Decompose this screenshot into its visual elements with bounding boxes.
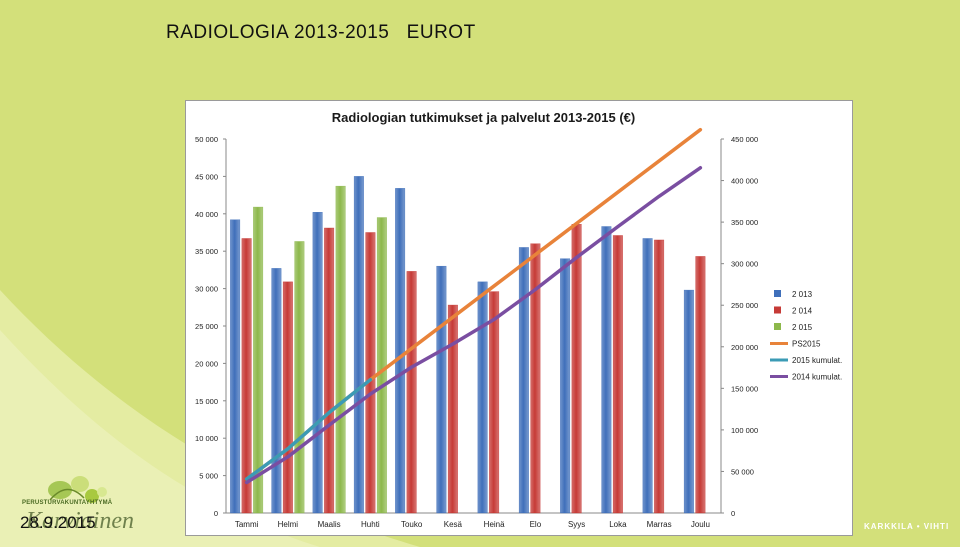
bar-2013-Maalis	[312, 212, 323, 514]
x-tick-label: Helmi	[278, 520, 299, 529]
bar-2013-Huhti	[353, 176, 364, 514]
bar-2013-Syys	[560, 258, 571, 514]
bar-2013-Elo	[518, 247, 529, 514]
bar-2015-Huhti	[376, 217, 387, 514]
y-left-tick-label: 0	[214, 509, 218, 518]
slide-title: RADIOLOGIA 2013-2015 EUROT	[166, 22, 476, 43]
y-right-tick-label: 50 000	[731, 467, 754, 476]
x-tick-label: Touko	[401, 520, 423, 529]
bar-2014-Maalis	[324, 227, 335, 514]
bar-2014-Elo	[530, 243, 541, 514]
slide-date: 28.9.2015	[20, 513, 96, 532]
y-right-tick-label: 450 000	[731, 135, 758, 144]
y-right-tick-label: 250 000	[731, 301, 758, 310]
bar-2014-Tammi	[241, 238, 252, 514]
y-left-tick-label: 35 000	[195, 247, 218, 256]
y-right-tick-label: 350 000	[731, 218, 758, 227]
y-left-tick-label: 5 000	[199, 472, 218, 481]
bar-2014-Joulu	[695, 256, 706, 514]
y-right-tick-label: 100 000	[731, 426, 758, 435]
bar-2013-Marras	[642, 238, 653, 514]
y-left-tick-label: 15 000	[195, 397, 218, 406]
legend-label: PS2015	[792, 340, 821, 349]
bar-2014-Touko	[406, 271, 417, 514]
bar-2014-Helmi	[282, 281, 293, 514]
legend-label: 2015 kumulat.	[792, 356, 842, 365]
bar-2013-Touko	[395, 188, 406, 514]
bar-2015-Tammi	[253, 206, 264, 514]
bar-2014-Syys	[571, 224, 582, 514]
legend-label: 2 013	[792, 290, 813, 299]
bar-2014-Kesä	[447, 304, 458, 514]
bar-2014-Marras	[654, 239, 665, 514]
legend-swatch	[774, 306, 781, 314]
y-left-tick-label: 40 000	[195, 210, 218, 219]
bar-2015-Helmi	[294, 241, 305, 514]
y-left-tick-label: 20 000	[195, 359, 218, 368]
bar-2014-Heinä	[489, 291, 500, 514]
x-tick-label: Marras	[647, 520, 672, 529]
x-tick-label: Heinä	[484, 520, 505, 529]
combo-chart: Radiologian tutkimukset ja palvelut 2013…	[195, 110, 842, 529]
bar-2013-Helmi	[271, 268, 282, 514]
chart-title: Radiologian tutkimukset ja palvelut 2013…	[332, 110, 635, 125]
line-2014-kumulat.	[244, 166, 703, 485]
bar-2013-Joulu	[683, 289, 694, 514]
chart-panel: Radiologian tutkimukset ja palvelut 2013…	[185, 100, 853, 536]
y-left-tick-label: 10 000	[195, 434, 218, 443]
x-tick-label: Joulu	[691, 520, 710, 529]
karviainen-logo	[22, 470, 142, 540]
bar-2013-Heinä	[477, 281, 488, 514]
footer-brand: KARKKILA • VIHTI	[864, 522, 950, 531]
y-right-tick-label: 0	[731, 509, 735, 518]
x-tick-label: Huhti	[361, 520, 380, 529]
legend-label: 2 015	[792, 323, 813, 332]
x-tick-label: Loka	[609, 520, 627, 529]
bar-2013-Kesä	[436, 265, 447, 514]
x-tick-label: Tammi	[235, 520, 259, 529]
logo-wordmark: Karviainen	[26, 508, 134, 534]
legend-label: 2014 kumulat.	[792, 373, 842, 382]
line-2015-kumulat.	[244, 377, 373, 481]
x-tick-label: Maalis	[318, 520, 341, 529]
x-tick-label: Kesä	[444, 520, 463, 529]
legend-swatch	[774, 290, 781, 297]
y-left-tick-label: 25 000	[195, 322, 218, 331]
bar-2013-Loka	[601, 226, 612, 514]
x-tick-label: Syys	[568, 520, 585, 529]
y-left-tick-label: 50 000	[195, 135, 218, 144]
berry-leaf-icon	[48, 476, 107, 503]
bar-2014-Huhti	[365, 232, 376, 514]
y-right-tick-label: 400 000	[731, 177, 758, 186]
y-right-tick-label: 200 000	[731, 343, 758, 352]
y-left-tick-label: 30 000	[195, 285, 218, 294]
bar-2015-Maalis	[335, 185, 346, 514]
y-right-tick-label: 300 000	[731, 260, 758, 269]
bar-2014-Loka	[612, 235, 623, 514]
y-right-tick-label: 150 000	[731, 384, 758, 393]
legend-swatch	[774, 323, 781, 330]
x-tick-label: Elo	[530, 520, 542, 529]
y-left-tick-label: 45 000	[195, 172, 218, 181]
bar-2013-Tammi	[230, 219, 241, 514]
logo-subtitle: PERUSTURVAKUNTAYHTYMÄ	[22, 500, 113, 506]
legend-label: 2 014	[792, 307, 813, 316]
